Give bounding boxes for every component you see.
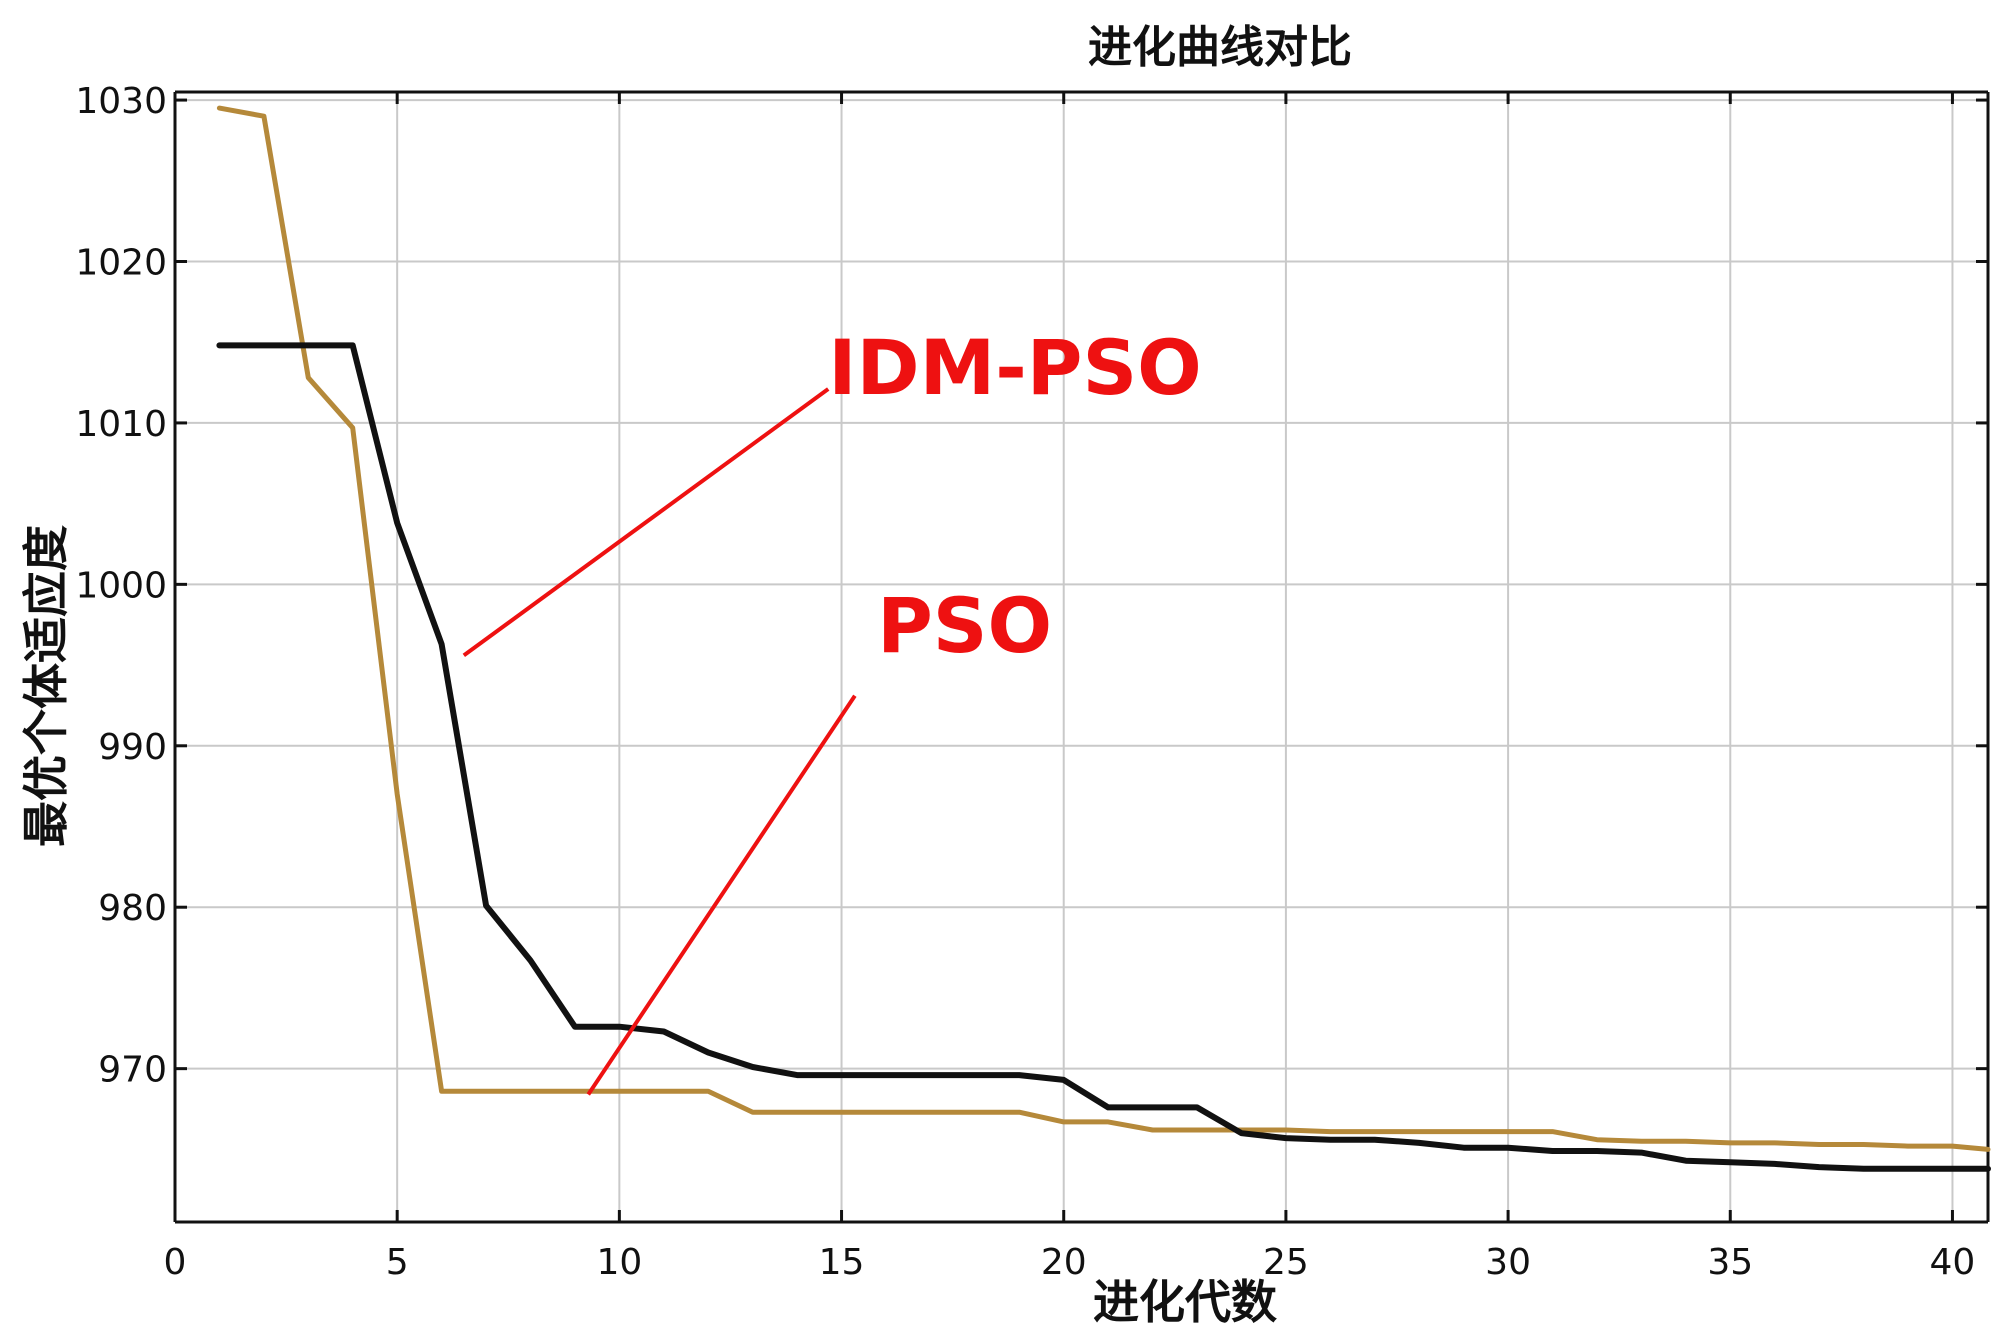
x-tick-label: 35	[1707, 1242, 1753, 1283]
x-tick-label: 30	[1485, 1242, 1531, 1283]
x-tick-label: 0	[164, 1242, 187, 1283]
x-tick-label: 20	[1041, 1242, 1087, 1283]
series-line-idm-pso	[216, 342, 1991, 1172]
annotation-pointer-idm-pso	[462, 387, 830, 658]
annotation-pointer-pso	[586, 694, 857, 1096]
annotation-label-pso: PSO	[877, 581, 1052, 670]
x-axis-label: 进化代数	[1093, 1275, 1277, 1329]
chart-title: 进化曲线对比	[1088, 22, 1352, 73]
axes: 0 5 10 15 20 25 30 35 40 970 980 990 1000 1010 1020 103…	[75, 81, 1990, 1283]
y-tick-label: 1000	[75, 565, 167, 606]
grid	[175, 92, 1988, 1222]
x-tick-label: 5	[386, 1242, 409, 1283]
x-tick-label: 40	[1930, 1242, 1976, 1283]
series-lines	[216, 105, 1991, 1172]
annotation-label-idm-pso: IDM-PSO	[828, 323, 1202, 412]
annotations: IDM-PSO PSO	[462, 323, 1202, 1096]
y-tick-label: 1030	[75, 81, 167, 122]
y-tick-label: 1010	[75, 404, 167, 445]
series-line-pso	[216, 105, 1991, 1152]
y-tick-label: 1020	[75, 243, 167, 284]
x-tick-label: 15	[819, 1242, 865, 1283]
y-axis-label: 最优个体适应度	[19, 525, 73, 847]
y-tick-label: 990	[98, 727, 167, 768]
y-tick-label: 980	[98, 888, 167, 929]
x-tick-label: 25	[1263, 1242, 1309, 1283]
y-tick-label: 970	[98, 1050, 167, 1091]
x-tick-label: 10	[596, 1242, 642, 1283]
